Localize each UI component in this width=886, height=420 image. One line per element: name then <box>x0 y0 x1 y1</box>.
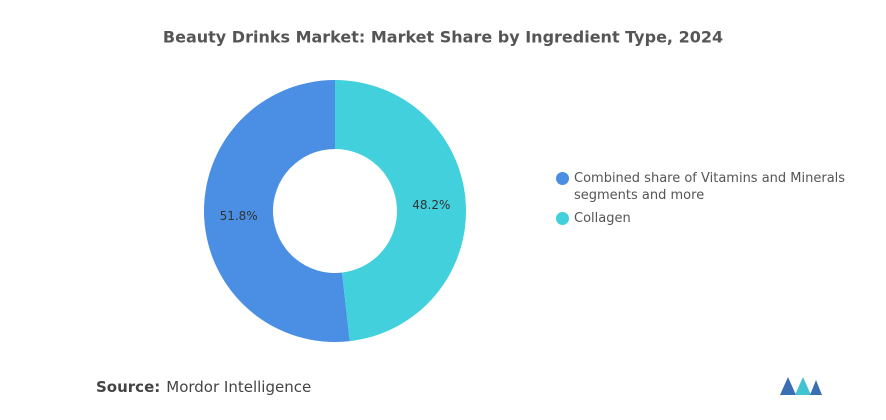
legend-label: Collagen <box>574 211 631 226</box>
legend-swatch <box>556 172 569 185</box>
legend-item: Combined share of Vitamins and Minerals … <box>556 170 846 204</box>
logo <box>780 377 822 395</box>
source-label: Source: <box>96 378 161 396</box>
legend: Combined share of Vitamins and Minerals … <box>556 170 846 233</box>
legend-label: Combined share of Vitamins and Minerals … <box>574 171 846 203</box>
legend-swatch <box>556 212 569 225</box>
chart-title: Beauty Drinks Market: Market Share by In… <box>163 28 723 47</box>
value-label: 51.8% <box>220 209 258 223</box>
legend-item: Collagen <box>556 210 846 227</box>
slice <box>204 80 350 342</box>
source-text: Mordor Intelligence <box>166 378 312 396</box>
value-label: 48.2% <box>412 198 450 212</box>
source: Source: Mordor Intelligence <box>96 378 311 396</box>
slice <box>335 80 467 342</box>
